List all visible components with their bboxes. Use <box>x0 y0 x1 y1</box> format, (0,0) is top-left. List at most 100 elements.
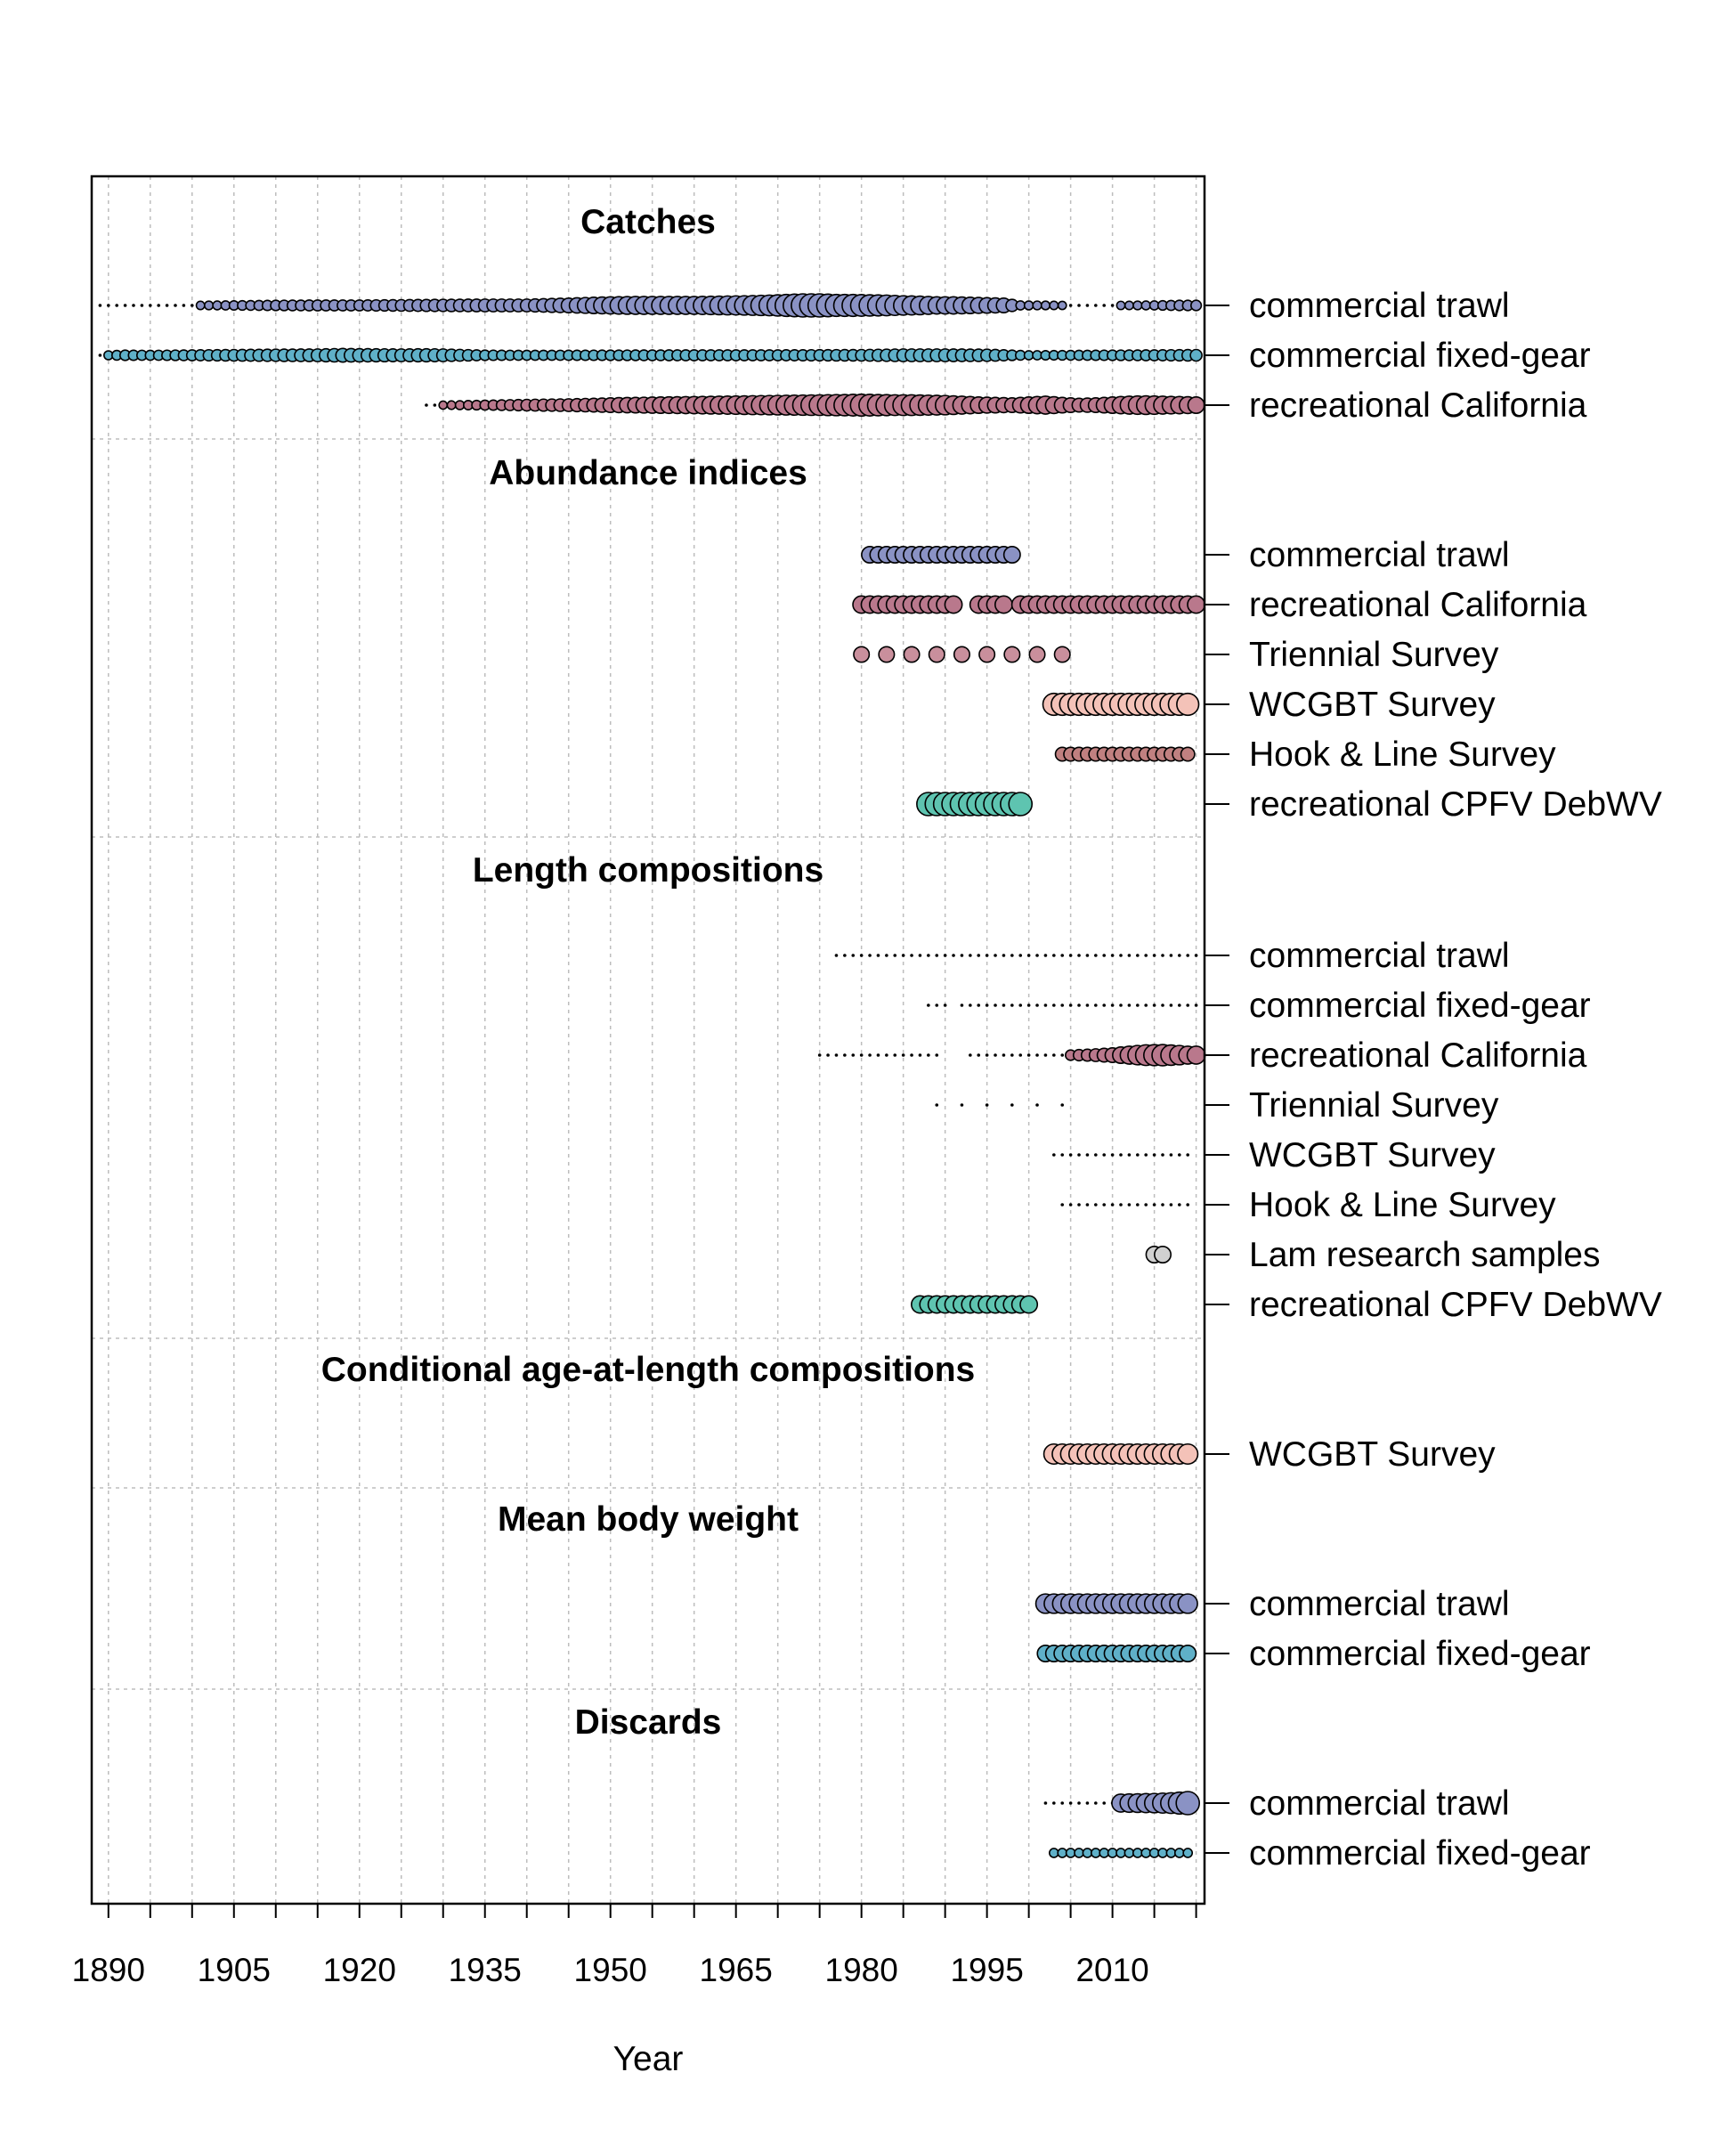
data-bubble <box>1102 1003 1107 1007</box>
data-bubble <box>935 1053 939 1057</box>
data-bubble <box>1010 954 1014 957</box>
data-bubble <box>977 1003 981 1007</box>
data-bubble <box>927 954 930 957</box>
data-bubble <box>1169 1003 1173 1007</box>
x-tick-label: 1950 <box>574 1952 647 1988</box>
data-bubble <box>1189 348 1203 362</box>
data-bubble <box>935 954 939 957</box>
data-bubble <box>1077 1153 1081 1157</box>
data-bubble <box>1140 1848 1152 1858</box>
data-bubble <box>1136 1203 1140 1207</box>
row-label: commercial trawl <box>1249 1784 1510 1823</box>
data-bubble <box>1010 1053 1014 1057</box>
data-bubble <box>994 595 1013 614</box>
data-bubble <box>1148 1848 1160 1858</box>
data-bubble <box>1077 304 1081 307</box>
data-bubble <box>1085 1203 1090 1207</box>
data-bubble <box>1189 299 1203 312</box>
data-bubble <box>943 1003 947 1007</box>
data-bubble <box>826 1053 830 1057</box>
data-bubble <box>960 1103 964 1107</box>
section-titles: Catches Abundance indices Length compositi… <box>321 203 976 1742</box>
data-bubble <box>1002 954 1006 957</box>
data-bubble <box>1052 1053 1056 1057</box>
data-bubble <box>943 954 947 957</box>
data-bubble <box>1124 300 1134 311</box>
data-bubble <box>1127 1203 1132 1207</box>
data-bubble <box>918 954 922 957</box>
data-bubble <box>1082 1848 1093 1858</box>
data-bubble <box>1178 1003 1181 1007</box>
data-bubble <box>203 300 215 311</box>
data-bubble <box>985 1053 989 1057</box>
data-bubble <box>994 954 997 957</box>
data-bubble <box>994 1003 997 1007</box>
data-bubble <box>165 304 169 307</box>
data-bubble <box>1085 954 1090 957</box>
data-bubble <box>1043 1003 1048 1007</box>
data-bubble <box>438 400 449 410</box>
row-label: Triennial Survey <box>1249 1086 1499 1125</box>
data-bubble <box>1161 1003 1164 1007</box>
data-bubble <box>1102 1801 1107 1805</box>
data-bubble <box>1068 1153 1073 1157</box>
data-bubble <box>1186 1045 1206 1065</box>
x-tick-label: 1995 <box>950 1952 1023 1988</box>
data-bubble <box>851 1053 856 1057</box>
data-bubble <box>1175 1791 1201 1816</box>
data-bubble <box>433 403 437 407</box>
row-label: recreational California <box>1249 586 1587 624</box>
data-bubble <box>1010 1103 1014 1107</box>
data-bubble <box>1136 1003 1140 1007</box>
data-bubble <box>1077 1801 1081 1805</box>
section-title: Mean body weight <box>498 1500 799 1539</box>
data-bubble <box>1161 954 1164 957</box>
data-bubble <box>910 1053 913 1057</box>
row-label: commercial trawl <box>1249 937 1510 975</box>
data-bubble <box>1074 1848 1084 1858</box>
data-bubble <box>1026 1053 1031 1057</box>
data-bubble <box>1052 1801 1056 1805</box>
data-bubble <box>1049 300 1059 311</box>
data-bubble <box>1110 1203 1115 1207</box>
data-bubble <box>1035 1053 1039 1057</box>
data-bubble <box>1035 954 1039 957</box>
data-bubble <box>1048 1848 1059 1858</box>
data-bubble <box>1144 1003 1148 1007</box>
data-bubble <box>1132 300 1143 311</box>
data-bubble <box>1052 1003 1056 1007</box>
data-bubble <box>1060 1003 1065 1007</box>
data-bubble <box>1028 646 1046 663</box>
data-bubble <box>1179 1645 1197 1662</box>
data-bubble <box>1178 1153 1181 1157</box>
data-bubble <box>817 1053 822 1057</box>
data-bubble <box>1173 1848 1185 1858</box>
data-bubble <box>1107 1848 1118 1858</box>
data-bubble <box>1119 1003 1123 1007</box>
data-bubble <box>1040 300 1051 311</box>
data-bubble <box>157 304 160 307</box>
data-bubble <box>1090 1848 1101 1858</box>
data-bubble <box>1132 1848 1143 1858</box>
data-bubble <box>953 646 970 663</box>
data-bubble <box>1102 304 1107 307</box>
data-bubble <box>1187 595 1206 614</box>
data-bubble <box>1102 954 1107 957</box>
data-bubble <box>927 1053 930 1057</box>
data-bubble <box>885 1053 888 1057</box>
data-bubble <box>1052 1153 1056 1157</box>
data-bubble <box>1144 954 1148 957</box>
data-bubble <box>1157 1848 1168 1858</box>
data-bubble <box>1065 1848 1076 1858</box>
data-bubble <box>1094 954 1098 957</box>
x-tick-label: 1890 <box>72 1952 145 1988</box>
data-bubble <box>1026 954 1031 957</box>
data-bubble <box>1085 1003 1090 1007</box>
data-bubble <box>1015 300 1026 311</box>
data-bubble <box>878 646 896 663</box>
data-bubble <box>1169 1203 1173 1207</box>
data-bubble <box>1152 954 1156 957</box>
data-bubble <box>1068 954 1073 957</box>
x-axis: 1890 1905 1920 1935 1950 1965 1980 1995 2010 <box>72 1904 1197 1988</box>
data-bubble <box>1180 746 1196 762</box>
